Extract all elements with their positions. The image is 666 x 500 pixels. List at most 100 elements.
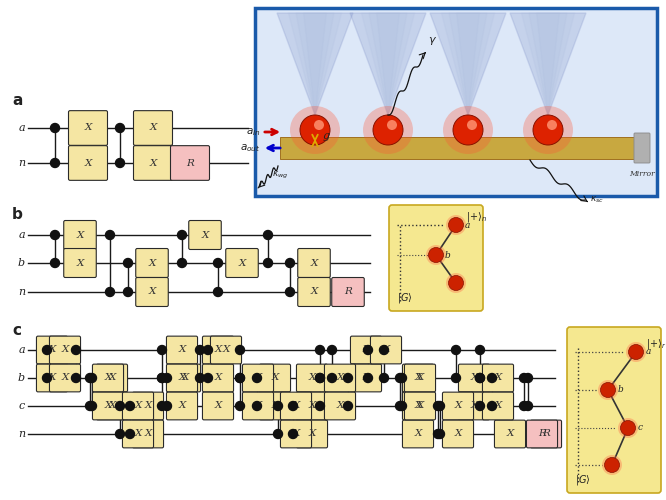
- Text: X: X: [254, 374, 262, 382]
- Circle shape: [87, 374, 97, 382]
- Text: X: X: [201, 230, 208, 239]
- FancyBboxPatch shape: [324, 392, 356, 420]
- FancyBboxPatch shape: [260, 392, 290, 420]
- Circle shape: [436, 402, 444, 410]
- FancyBboxPatch shape: [332, 278, 364, 306]
- Circle shape: [252, 402, 262, 410]
- Circle shape: [125, 430, 135, 438]
- FancyBboxPatch shape: [226, 248, 258, 278]
- Text: X: X: [414, 430, 422, 438]
- Polygon shape: [449, 13, 487, 115]
- FancyBboxPatch shape: [298, 248, 330, 278]
- FancyBboxPatch shape: [402, 392, 434, 420]
- Circle shape: [286, 288, 294, 296]
- Circle shape: [344, 402, 352, 410]
- Circle shape: [115, 430, 125, 438]
- Circle shape: [125, 402, 135, 410]
- Text: X: X: [310, 288, 318, 296]
- Circle shape: [196, 374, 204, 382]
- Circle shape: [547, 120, 557, 130]
- Circle shape: [453, 115, 483, 145]
- Circle shape: [618, 418, 638, 438]
- Circle shape: [157, 374, 166, 382]
- Circle shape: [396, 374, 404, 382]
- Circle shape: [105, 288, 115, 296]
- Circle shape: [85, 402, 95, 410]
- FancyBboxPatch shape: [296, 420, 328, 448]
- Circle shape: [314, 120, 324, 130]
- Polygon shape: [362, 13, 415, 115]
- Text: X: X: [470, 402, 478, 410]
- FancyBboxPatch shape: [242, 364, 274, 392]
- Text: $\kappa_{sc}$: $\kappa_{sc}$: [590, 194, 604, 205]
- Text: b: b: [18, 258, 25, 268]
- Text: n: n: [18, 158, 25, 168]
- Circle shape: [178, 230, 186, 239]
- Circle shape: [398, 402, 406, 410]
- Text: X: X: [454, 430, 462, 438]
- Text: X: X: [77, 230, 84, 239]
- Text: X: X: [178, 346, 186, 354]
- Polygon shape: [430, 13, 506, 115]
- Circle shape: [51, 258, 59, 268]
- Circle shape: [373, 115, 403, 145]
- Text: X: X: [414, 374, 422, 382]
- Circle shape: [105, 230, 115, 239]
- Circle shape: [316, 374, 324, 382]
- Circle shape: [163, 402, 172, 410]
- FancyBboxPatch shape: [136, 278, 168, 306]
- Text: X: X: [292, 430, 300, 438]
- Text: a: a: [465, 220, 470, 230]
- Circle shape: [71, 374, 81, 382]
- Ellipse shape: [443, 106, 493, 154]
- FancyBboxPatch shape: [296, 392, 328, 420]
- Text: $|G\rangle$: $|G\rangle$: [575, 473, 591, 487]
- FancyBboxPatch shape: [93, 364, 123, 392]
- FancyBboxPatch shape: [69, 110, 107, 146]
- Ellipse shape: [523, 106, 573, 154]
- Circle shape: [488, 374, 496, 382]
- Text: c: c: [19, 401, 25, 411]
- Text: b: b: [445, 250, 451, 260]
- FancyBboxPatch shape: [133, 146, 172, 180]
- Text: X: X: [61, 346, 69, 354]
- Text: X: X: [506, 430, 513, 438]
- FancyBboxPatch shape: [494, 420, 525, 448]
- FancyBboxPatch shape: [482, 392, 513, 420]
- FancyBboxPatch shape: [530, 420, 561, 448]
- FancyBboxPatch shape: [350, 336, 382, 364]
- FancyBboxPatch shape: [210, 336, 242, 364]
- Circle shape: [204, 374, 212, 382]
- Circle shape: [252, 374, 262, 382]
- Circle shape: [87, 402, 97, 410]
- Circle shape: [448, 218, 464, 232]
- Text: X: X: [308, 402, 316, 410]
- Circle shape: [519, 402, 529, 410]
- FancyBboxPatch shape: [133, 420, 164, 448]
- Text: X: X: [149, 288, 156, 296]
- Circle shape: [519, 374, 529, 382]
- Circle shape: [387, 120, 397, 130]
- FancyBboxPatch shape: [133, 392, 164, 420]
- Circle shape: [123, 258, 133, 268]
- Circle shape: [629, 344, 643, 360]
- Circle shape: [467, 120, 477, 130]
- Circle shape: [426, 245, 446, 265]
- Circle shape: [380, 346, 388, 354]
- Text: Mirror: Mirror: [629, 170, 655, 178]
- Polygon shape: [296, 13, 334, 115]
- Circle shape: [157, 402, 166, 410]
- FancyBboxPatch shape: [136, 248, 168, 278]
- FancyBboxPatch shape: [93, 392, 123, 420]
- Text: X: X: [470, 374, 478, 382]
- Text: X: X: [292, 402, 300, 410]
- Polygon shape: [537, 13, 559, 115]
- Text: X: X: [271, 402, 278, 410]
- Circle shape: [236, 402, 244, 410]
- FancyBboxPatch shape: [442, 392, 474, 420]
- Circle shape: [214, 258, 222, 268]
- Text: c: c: [12, 323, 21, 338]
- Circle shape: [316, 346, 324, 354]
- Circle shape: [43, 374, 51, 382]
- Text: X: X: [362, 346, 370, 354]
